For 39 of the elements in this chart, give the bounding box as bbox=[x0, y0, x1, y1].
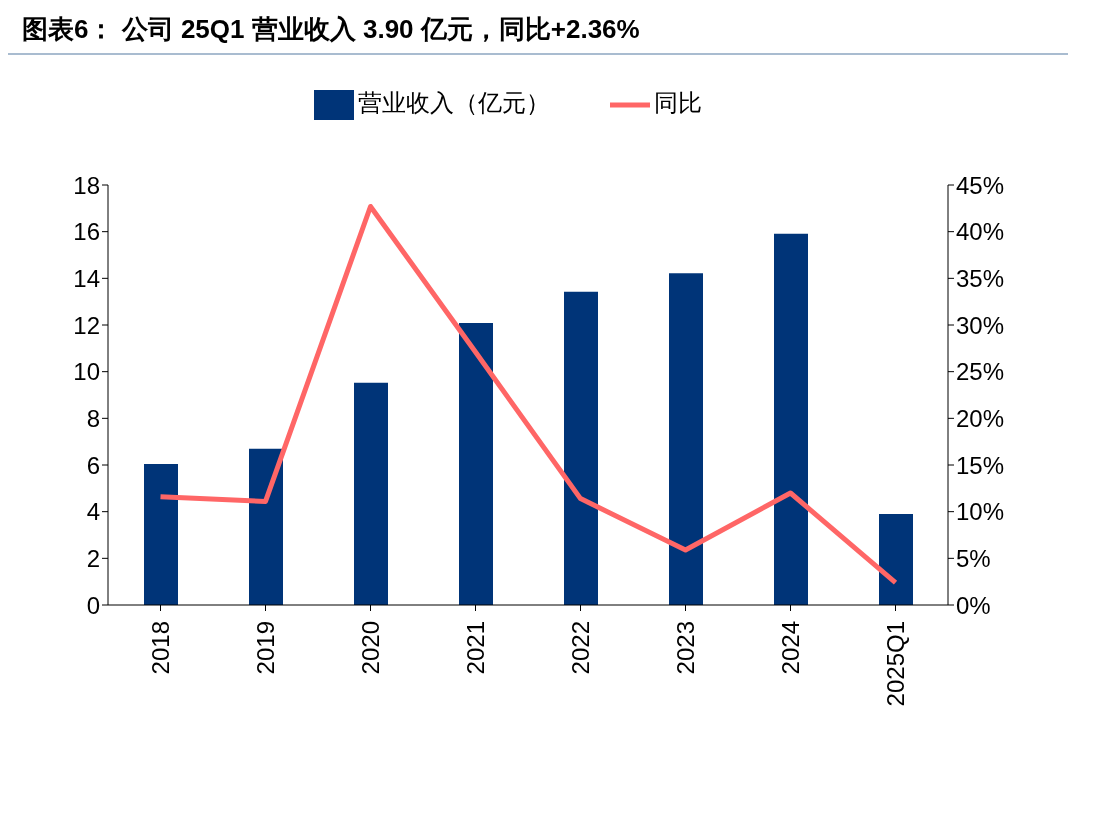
bar bbox=[354, 382, 388, 605]
x-tick-label: 2020 bbox=[357, 621, 384, 675]
y-tick-label: 2 bbox=[86, 544, 100, 572]
y2-tick-label: 10% bbox=[956, 498, 1005, 526]
legend-label: 同比 bbox=[654, 89, 702, 117]
bar bbox=[144, 464, 178, 605]
y-tick-label: 12 bbox=[73, 311, 100, 339]
y2-tick-label: 40% bbox=[956, 218, 1005, 246]
chart-title: 图表6： 公司 25Q1 营业收入 3.90 亿元，同比+2.36% bbox=[8, 8, 1068, 55]
x-tick-label: 2018 bbox=[147, 621, 174, 675]
y-tick-label: 8 bbox=[86, 404, 100, 432]
y2-tick-label: 35% bbox=[956, 264, 1005, 292]
x-tick-label: 2024 bbox=[777, 621, 804, 675]
x-tick-label: 2021 bbox=[462, 621, 489, 675]
x-tick-label: 2022 bbox=[567, 621, 594, 675]
bar bbox=[774, 233, 808, 605]
bar bbox=[879, 514, 913, 605]
x-tick-label: 2025Q1 bbox=[882, 621, 909, 707]
x-tick-label: 2023 bbox=[672, 621, 699, 675]
y2-tick-label: 30% bbox=[956, 311, 1005, 339]
y-tick-label: 14 bbox=[73, 264, 100, 292]
y2-tick-label: 5% bbox=[956, 544, 991, 572]
y-tick-label: 16 bbox=[73, 218, 100, 246]
bar bbox=[459, 322, 493, 605]
y2-tick-label: 15% bbox=[956, 451, 1005, 479]
y2-tick-label: 45% bbox=[956, 171, 1005, 199]
bar bbox=[669, 273, 703, 605]
y-tick-label: 18 bbox=[73, 171, 100, 199]
bar bbox=[564, 291, 598, 605]
y2-tick-label: 25% bbox=[956, 358, 1005, 386]
legend-label: 营业收入（亿元） bbox=[358, 89, 550, 117]
x-tick-label: 2019 bbox=[252, 621, 279, 675]
y2-tick-label: 20% bbox=[956, 404, 1005, 432]
y-tick-label: 10 bbox=[73, 358, 100, 386]
y2-tick-label: 0% bbox=[956, 591, 991, 619]
y-tick-label: 4 bbox=[86, 498, 100, 526]
bar bbox=[249, 448, 283, 605]
y-tick-label: 0 bbox=[86, 591, 100, 619]
y-tick-label: 6 bbox=[86, 451, 100, 479]
